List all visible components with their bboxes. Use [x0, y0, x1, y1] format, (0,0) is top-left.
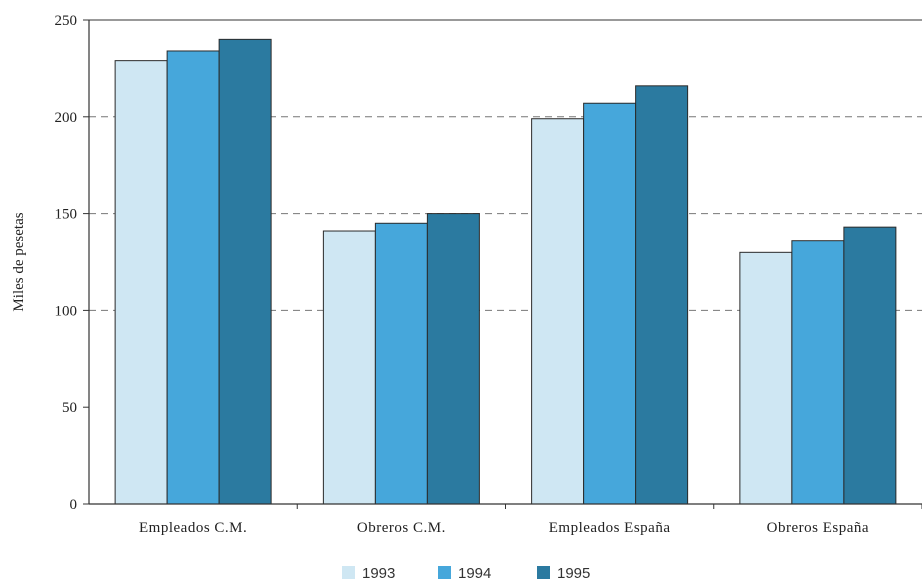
legend: 1993 1994 1995 — [342, 565, 590, 580]
y-tick-label: 150 — [55, 207, 78, 223]
y-axis-title: Miles de pesetas — [11, 212, 27, 311]
y-tick-label: 100 — [55, 303, 78, 319]
bar-1994-2 — [583, 102, 637, 505]
x-category-label: Empleados España — [549, 520, 671, 536]
bar-1993-3 — [739, 251, 793, 505]
bar-1995-1 — [426, 213, 480, 505]
bar-1995-2 — [635, 85, 689, 505]
x-category-label: Empleados C.M. — [139, 520, 247, 536]
x-category-labels: Empleados C.M. Obreros C.M. Empleados Espa… — [139, 504, 922, 536]
legend-label: 1994 — [458, 565, 491, 580]
y-ticks: 0 50 100 150 200 250 — [55, 13, 89, 513]
bar-1994-3 — [791, 240, 845, 505]
legend-label: 1993 — [362, 565, 395, 580]
bar-1993-2 — [531, 118, 585, 505]
bar-1994-1 — [374, 222, 428, 505]
y-tick-label: 0 — [70, 497, 78, 513]
x-category-label: Obreros España — [767, 520, 869, 536]
bar-1993-0 — [114, 60, 168, 505]
legend-swatch-1994 — [438, 566, 451, 579]
bar-1994-0 — [166, 50, 220, 505]
legend-swatch-1993 — [342, 566, 355, 579]
x-category-label: Obreros C.M. — [357, 520, 446, 536]
y-tick-label: 50 — [62, 400, 77, 416]
legend-swatch-1995 — [537, 566, 550, 579]
bar-1995-0 — [218, 38, 272, 505]
y-tick-label: 200 — [55, 110, 78, 126]
y-tick-label: 250 — [55, 13, 78, 29]
legend-label: 1995 — [557, 565, 590, 580]
bar-1995-3 — [843, 226, 897, 505]
bars — [114, 38, 897, 505]
bar-1993-1 — [322, 230, 376, 505]
